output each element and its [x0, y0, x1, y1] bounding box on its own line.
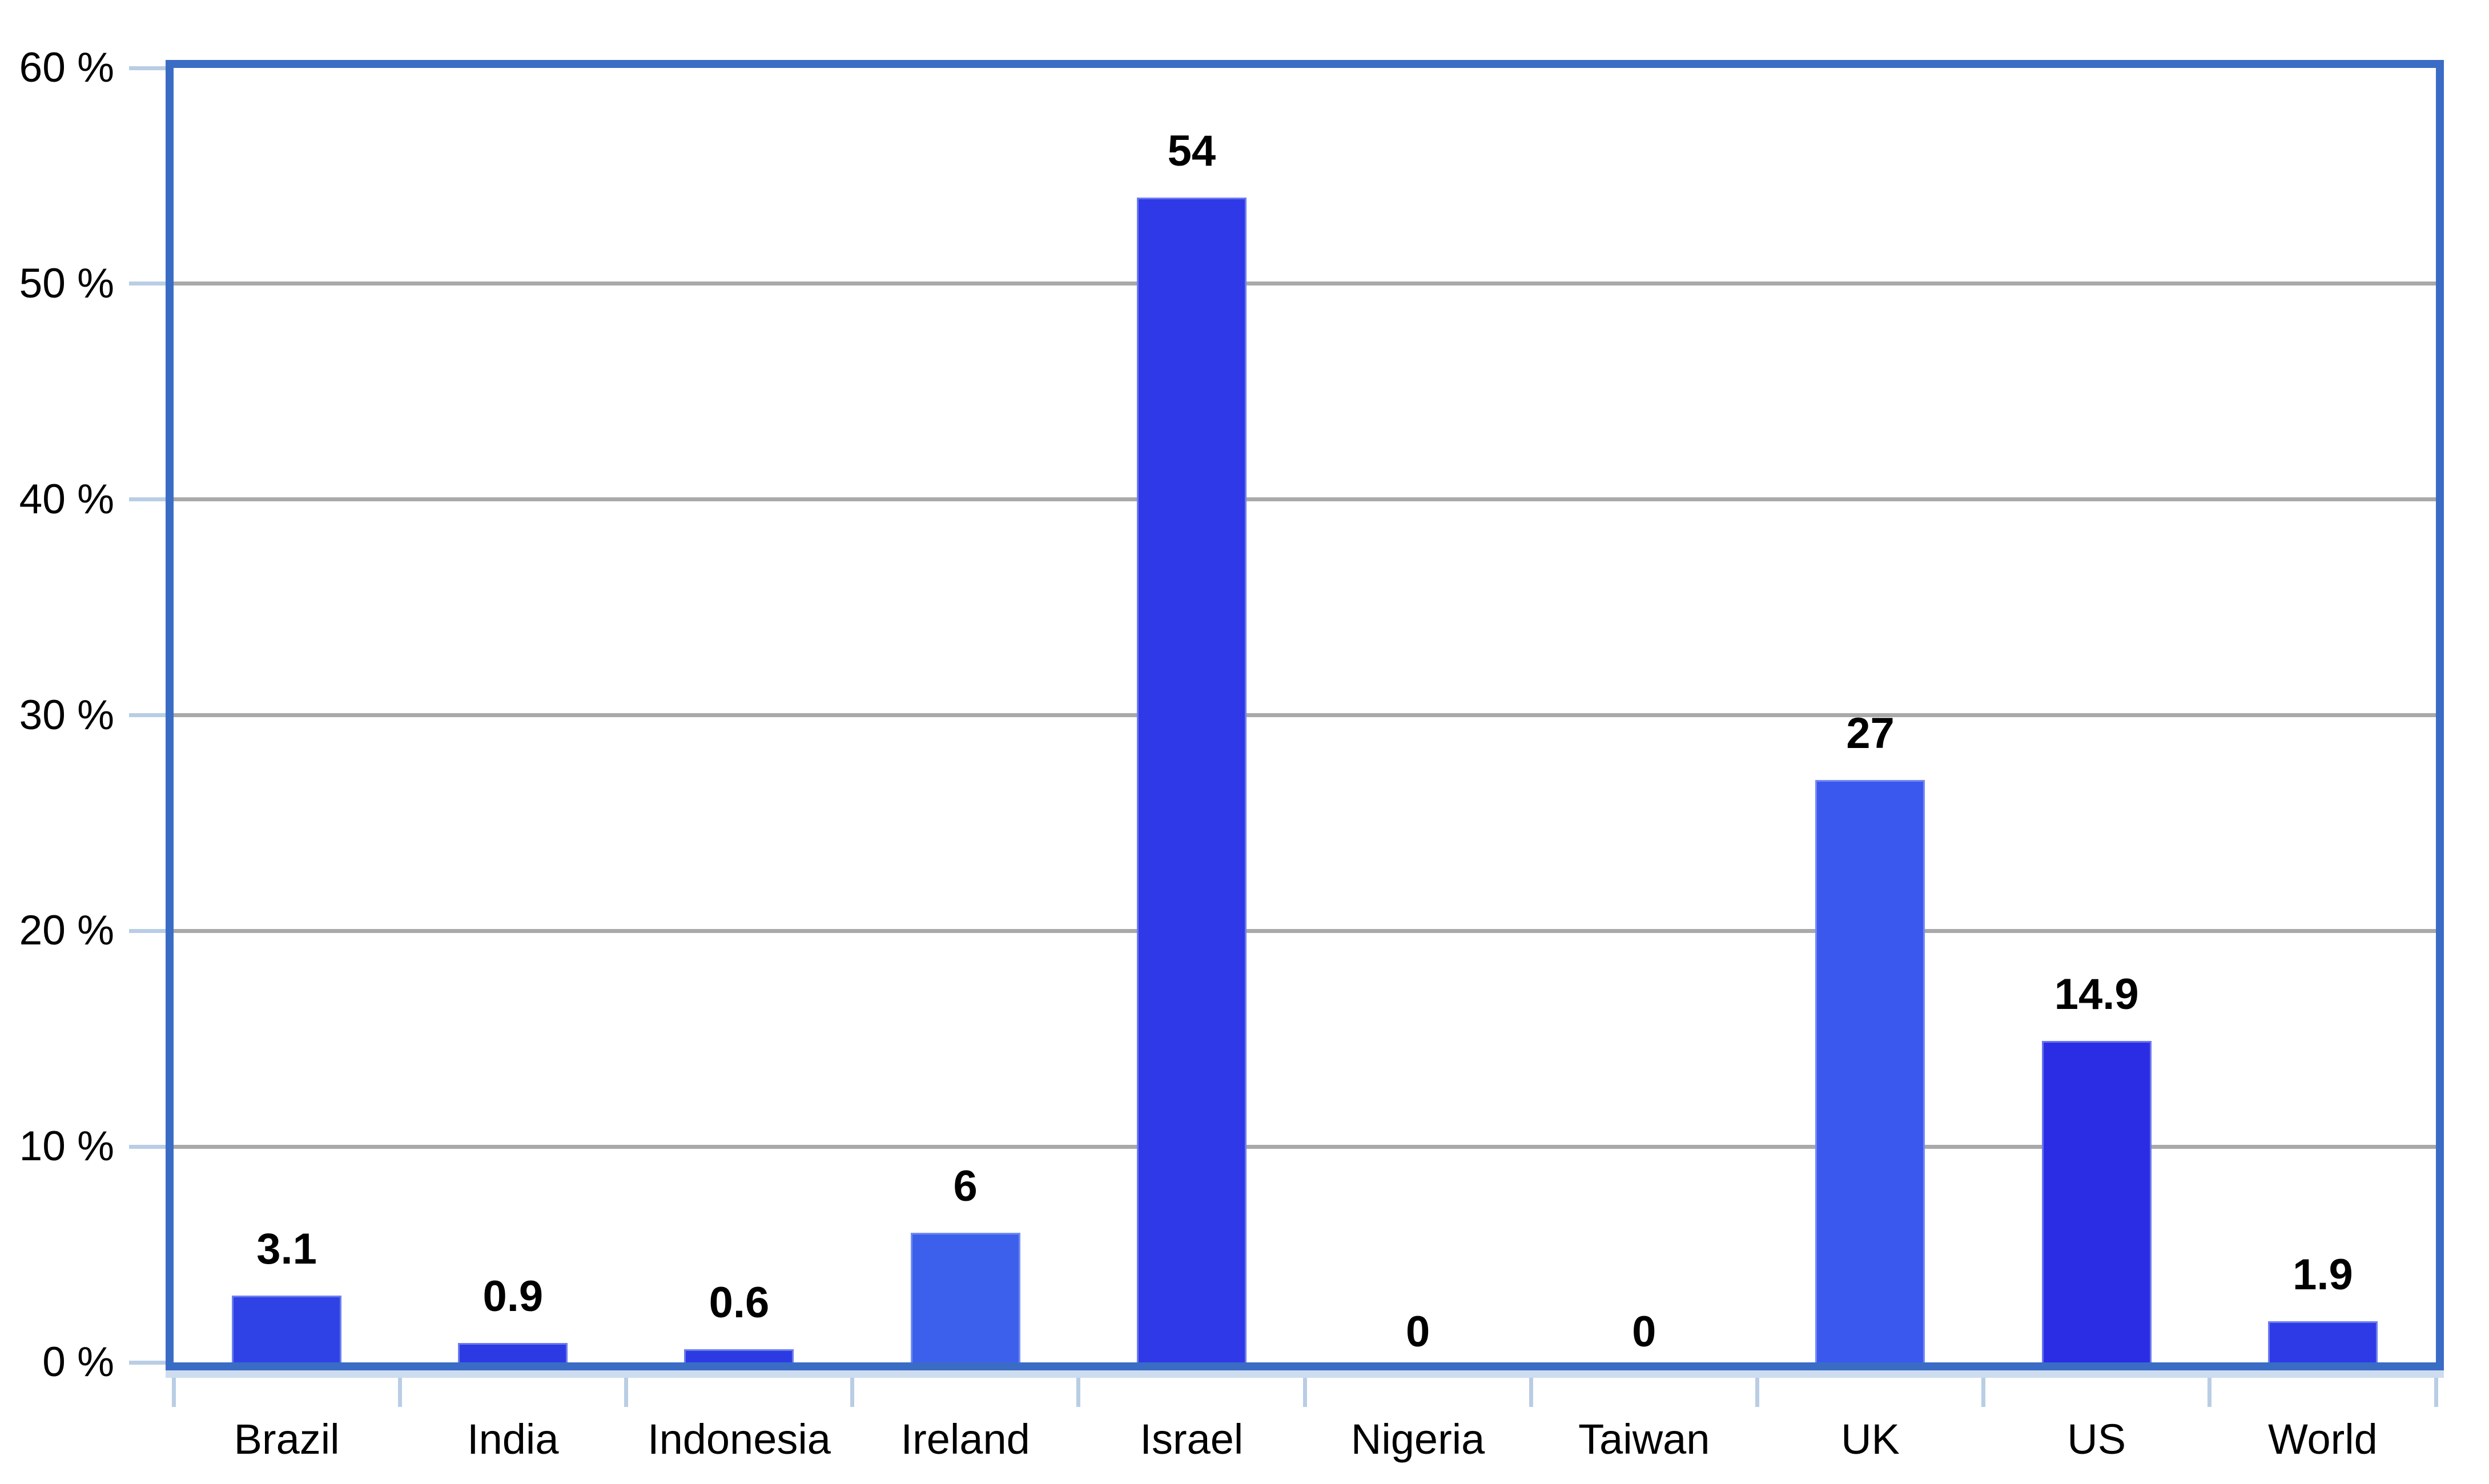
y-axis-tick: [129, 497, 166, 502]
x-axis-tick: [171, 1378, 176, 1407]
value-label-taiwan: 0: [1632, 1308, 1656, 1356]
bar-slot-israel: 54: [1079, 68, 1305, 1362]
category-label-india: India: [467, 1415, 559, 1463]
x-axis-strip: [166, 1370, 2444, 1378]
x-axis-tick: [624, 1378, 628, 1407]
plot-area: 0 % 10 % 20 % 30 % 40 % 50 % 60 % Brazil 3.1 Indi…: [19, 46, 2444, 1463]
y-axis-tick: [129, 66, 166, 70]
x-axis-tick: [1076, 1378, 1081, 1407]
y-axis-label: 60 %: [19, 45, 114, 91]
bar-indonesia: [684, 1349, 794, 1362]
value-label-brazil: 3.1: [256, 1224, 317, 1273]
bar-ireland: [910, 1233, 1020, 1362]
bar-india: [458, 1343, 568, 1362]
category-label-nigeria: Nigeria: [1350, 1415, 1485, 1463]
y-axis-tick: [129, 281, 166, 286]
x-axis-tick: [1755, 1378, 1759, 1407]
value-label-uk: 27: [1846, 709, 1895, 758]
x-axis-tick: [2434, 1378, 2438, 1407]
bar-us: [2041, 1041, 2152, 1362]
x-axis-tick: [850, 1378, 855, 1407]
category-label-uk: UK: [1841, 1415, 1900, 1463]
x-axis-tick: [1529, 1378, 1533, 1407]
x-axis-tick: [2207, 1378, 2212, 1407]
bar-uk: [1815, 779, 1925, 1362]
y-axis-label: 50 %: [19, 260, 114, 307]
category-label-brazil: Brazil: [234, 1415, 340, 1463]
bar-slot-india: 0.9: [400, 68, 626, 1362]
y-axis-label: 40 %: [19, 476, 114, 522]
gridline-50pct: [174, 281, 2436, 286]
category-label-ireland: Ireland: [900, 1415, 1030, 1463]
y-axis-label: 0 %: [42, 1339, 114, 1385]
bar-slot-uk: 27: [1757, 68, 1983, 1362]
value-label-ireland: 6: [953, 1162, 978, 1211]
y-axis-label: 20 %: [19, 907, 114, 954]
y-axis-tick: [129, 1144, 166, 1149]
x-axis-tick: [1302, 1378, 1307, 1407]
category-label-us: US: [2067, 1415, 2126, 1463]
bar-world: [2267, 1321, 2378, 1362]
y-axis-label: 30 %: [19, 691, 114, 738]
category-label-israel: Israel: [1140, 1415, 1244, 1463]
x-axis-tick: [1981, 1378, 1986, 1407]
bar-israel: [1136, 197, 1246, 1362]
y-axis-label: 10 %: [19, 1123, 114, 1170]
gridline-20pct: [174, 928, 2436, 933]
bar-brazil: [232, 1295, 342, 1362]
value-label-israel: 54: [1167, 126, 1216, 175]
y-axis-tick: [129, 1360, 166, 1365]
value-label-us: 14.9: [2054, 970, 2139, 1019]
value-label-nigeria: 0: [1405, 1308, 1430, 1356]
x-axis-tick: [397, 1378, 402, 1407]
value-label-world: 1.9: [2293, 1250, 2353, 1300]
bar-slot-brazil: 3.1: [174, 68, 400, 1362]
value-label-indonesia: 0.6: [709, 1278, 770, 1328]
bar-slot-indonesia: 0.6: [626, 68, 852, 1362]
bar-slot-taiwan: 0: [1531, 68, 1757, 1362]
gridline-40pct: [174, 497, 2436, 502]
category-label-world: World: [2267, 1415, 2378, 1463]
category-label-indonesia: Indonesia: [648, 1415, 831, 1463]
gridline-10pct: [174, 1144, 2436, 1149]
value-label-india: 0.9: [482, 1272, 544, 1321]
bar-slot-ireland: 6: [853, 68, 1079, 1362]
bar-slot-nigeria: 0: [1305, 68, 1531, 1362]
y-axis-tick: [129, 713, 166, 717]
gridline-30pct: [174, 713, 2436, 717]
bar-slot-us: 14.9: [1984, 68, 2210, 1362]
category-label-taiwan: Taiwan: [1578, 1415, 1710, 1463]
bar-slot-world: 1.9: [2210, 68, 2436, 1362]
y-axis-tick: [129, 928, 166, 933]
